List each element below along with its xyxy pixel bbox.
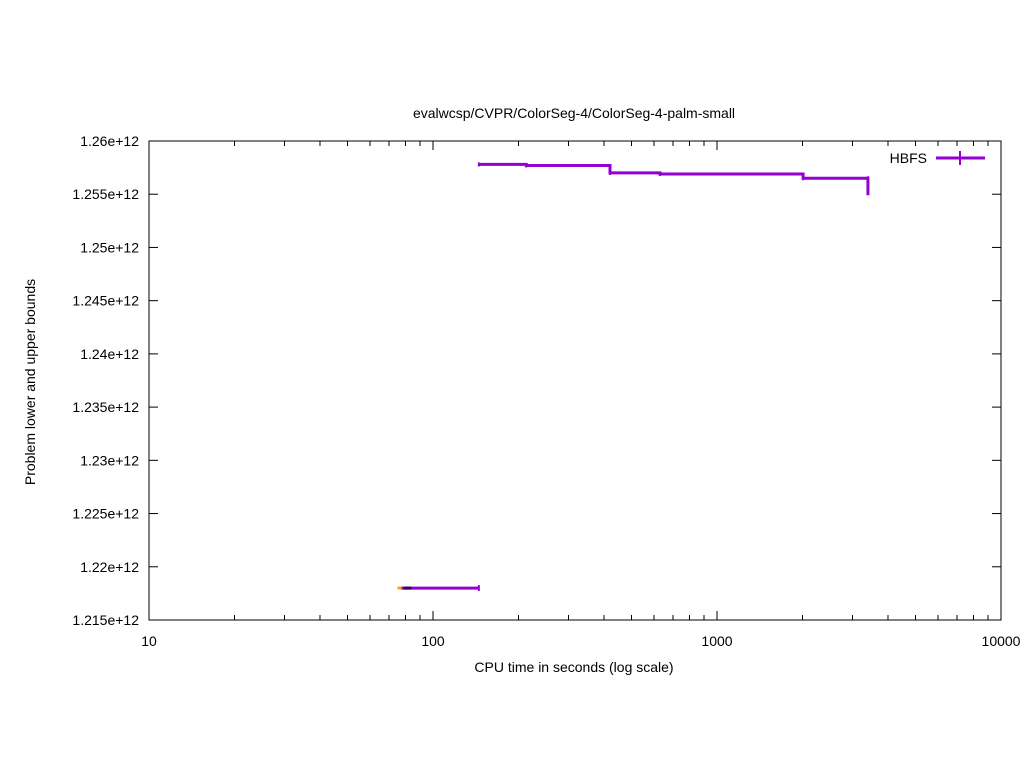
y-tick-label: 1.235e+12 [72,399,139,415]
chart-title: evalwcsp/CVPR/ColorSeg-4/ColorSeg-4-palm… [413,105,735,121]
x-tick-label: 100 [421,633,445,649]
axis-ticks: 1.215e+12 1.22e+12 1.225e+12 1.23e+12 1.235e… [72,133,1020,649]
x-tick-label: 1000 [701,633,732,649]
x-tick-label: 10 [141,633,157,649]
y-tick-label: 1.22e+12 [80,559,139,575]
x-tick-label: 10000 [982,633,1021,649]
legend: HBFS [890,150,985,166]
y-tick-label: 1.225e+12 [72,506,139,522]
y-tick-label: 1.255e+12 [72,186,139,202]
y-tick-label: 1.245e+12 [72,293,139,309]
y-tick-label: 1.25e+12 [80,239,139,255]
y-tick-label: 1.23e+12 [80,452,139,468]
legend-label: HBFS [890,150,927,166]
plot-area [397,162,870,592]
y-axis-label: Problem lower and upper bounds [22,279,38,485]
upper-bound-line [478,162,870,196]
y-tick-label: 1.215e+12 [72,612,139,628]
y-tick-label: 1.26e+12 [80,133,139,149]
y-tick-label: 1.24e+12 [80,346,139,362]
plot-frame [148,140,1002,621]
x-axis-label: CPU time in seconds (log scale) [474,659,673,675]
